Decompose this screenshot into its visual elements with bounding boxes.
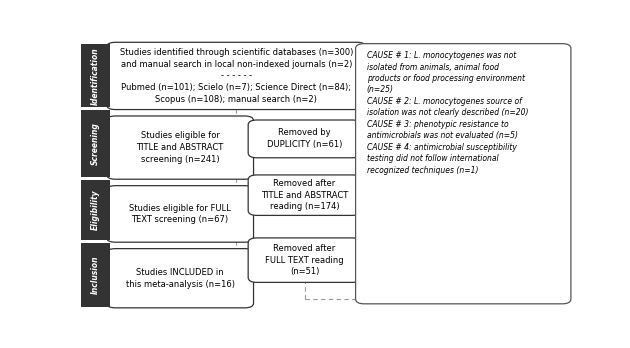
Text: Studies identified through scientific databases (n=300)
and manual search in loc: Studies identified through scientific da… [120,48,353,104]
FancyBboxPatch shape [81,110,110,177]
FancyBboxPatch shape [248,120,361,158]
Text: Eligibility: Eligibility [91,190,100,230]
Text: Inclusion: Inclusion [91,256,100,294]
FancyBboxPatch shape [106,185,253,242]
FancyBboxPatch shape [355,44,571,304]
FancyBboxPatch shape [106,116,253,179]
Text: Studies eligible for FULL
TEXT screening (n=67): Studies eligible for FULL TEXT screening… [129,204,231,224]
FancyBboxPatch shape [248,238,361,282]
Text: Identification: Identification [91,47,100,105]
Text: Studies eligible for
TITLE and ABSTRACT
screening (n=241): Studies eligible for TITLE and ABSTRACT … [137,131,224,164]
Text: Removed by
DUPLICITY (n=61): Removed by DUPLICITY (n=61) [267,128,342,149]
FancyBboxPatch shape [106,42,366,110]
FancyBboxPatch shape [106,248,253,308]
Text: Removed after
FULL TEXT reading
(n=51): Removed after FULL TEXT reading (n=51) [265,244,344,276]
FancyBboxPatch shape [81,243,110,307]
Text: Screening: Screening [91,122,100,165]
FancyBboxPatch shape [81,45,110,108]
Text: Removed after
TITLE and ABSTRACT
reading (n=174): Removed after TITLE and ABSTRACT reading… [261,179,348,212]
Text: Studies INCLUDED in
this meta-analysis (n=16): Studies INCLUDED in this meta-analysis (… [125,268,234,288]
Text: CAUSE # 1: L. monocytogenes was not
isolated from animals, animal food
products : CAUSE # 1: L. monocytogenes was not isol… [367,51,529,175]
FancyBboxPatch shape [248,175,361,215]
FancyBboxPatch shape [81,180,110,240]
